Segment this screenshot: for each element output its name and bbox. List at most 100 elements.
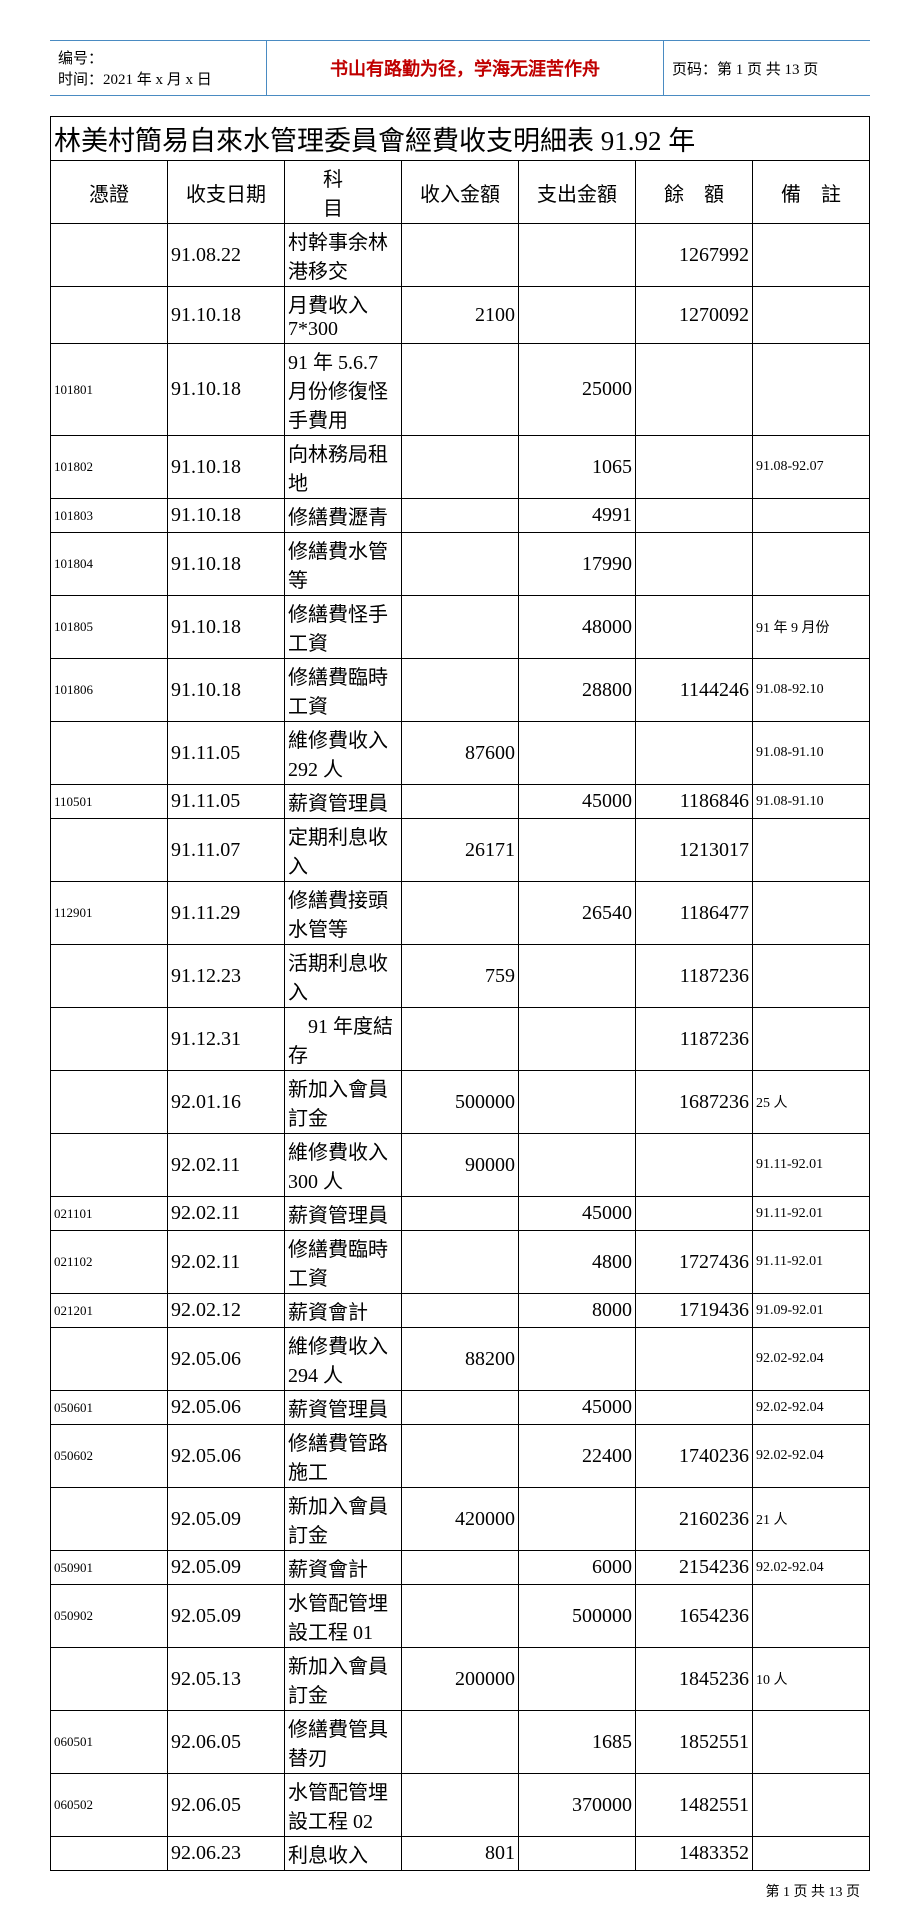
cell-voucher: 050901 bbox=[51, 1551, 168, 1585]
col-expense: 支出金額 bbox=[519, 161, 636, 224]
table-header-row: 憑證 收支日期 科 目 收入金額 支出金額 餘 額 備 註 bbox=[51, 161, 870, 224]
cell-balance bbox=[636, 596, 753, 659]
cell-note bbox=[753, 533, 870, 596]
cell-balance bbox=[636, 436, 753, 499]
cell-date: 91.10.18 bbox=[168, 344, 285, 436]
cell-balance: 1186477 bbox=[636, 882, 753, 945]
cell-income: 420000 bbox=[402, 1488, 519, 1551]
cell-income bbox=[402, 499, 519, 533]
cell-voucher bbox=[51, 287, 168, 344]
cell-date: 91.12.31 bbox=[168, 1008, 285, 1071]
cell-subject: 薪資會計 bbox=[285, 1294, 402, 1328]
cell-subject: 月費收入 7*300 bbox=[285, 287, 402, 344]
cell-date: 91.10.18 bbox=[168, 659, 285, 722]
cell-balance bbox=[636, 1197, 753, 1231]
cell-balance: 1483352 bbox=[636, 1837, 753, 1871]
cell-expense: 28800 bbox=[519, 659, 636, 722]
cell-note: 91.08-91.10 bbox=[753, 785, 870, 819]
cell-voucher: 021201 bbox=[51, 1294, 168, 1328]
cell-balance: 1186846 bbox=[636, 785, 753, 819]
cell-voucher bbox=[51, 1134, 168, 1197]
cell-balance: 2154236 bbox=[636, 1551, 753, 1585]
cell-date: 92.05.06 bbox=[168, 1425, 285, 1488]
cell-voucher bbox=[51, 224, 168, 287]
cell-income: 500000 bbox=[402, 1071, 519, 1134]
cell-date: 91.11.07 bbox=[168, 819, 285, 882]
cell-note bbox=[753, 1711, 870, 1774]
cell-note: 92.02-92.04 bbox=[753, 1328, 870, 1391]
cell-expense: 25000 bbox=[519, 344, 636, 436]
cell-voucher: 112901 bbox=[51, 882, 168, 945]
table-row: 91.11.05維修費收入 292 人8760091.08-91.10 bbox=[51, 722, 870, 785]
cell-voucher bbox=[51, 1837, 168, 1871]
cell-subject: 修繕費管路施工 bbox=[285, 1425, 402, 1488]
cell-subject: 新加入會員訂金 bbox=[285, 1648, 402, 1711]
cell-date: 92.02.11 bbox=[168, 1197, 285, 1231]
table-row: 92.05.06維修費收入 294 人8820092.02-92.04 bbox=[51, 1328, 870, 1391]
cell-income bbox=[402, 344, 519, 436]
cell-income bbox=[402, 436, 519, 499]
table-row: 91.12.23活期利息收入7591187236 bbox=[51, 945, 870, 1008]
cell-voucher: 101806 bbox=[51, 659, 168, 722]
cell-balance bbox=[636, 1391, 753, 1425]
cell-date: 91.08.22 bbox=[168, 224, 285, 287]
cell-balance bbox=[636, 722, 753, 785]
table-row: 92.06.23利息收入8011483352 bbox=[51, 1837, 870, 1871]
cell-voucher bbox=[51, 1071, 168, 1134]
cell-date: 91.10.18 bbox=[168, 596, 285, 659]
cell-voucher: 021101 bbox=[51, 1197, 168, 1231]
cell-expense bbox=[519, 945, 636, 1008]
cell-income bbox=[402, 882, 519, 945]
ledger-table: 林美村簡易自來水管理委員會經費收支明細表 91.92 年 憑證 收支日期 科 目… bbox=[50, 116, 870, 1871]
cell-voucher bbox=[51, 1648, 168, 1711]
cell-note bbox=[753, 287, 870, 344]
cell-subject: 定期利息收入 bbox=[285, 819, 402, 882]
cell-subject: 水管配管埋設工程 01 bbox=[285, 1585, 402, 1648]
cell-income bbox=[402, 1551, 519, 1585]
table-row: 10180291.10.18向林務局租地106591.08-92.07 bbox=[51, 436, 870, 499]
cell-expense bbox=[519, 1134, 636, 1197]
cell-expense: 45000 bbox=[519, 785, 636, 819]
col-income: 收入金額 bbox=[402, 161, 519, 224]
cell-note bbox=[753, 1774, 870, 1837]
cell-note bbox=[753, 499, 870, 533]
cell-expense bbox=[519, 1328, 636, 1391]
cell-note bbox=[753, 1837, 870, 1871]
table-row: 10180191.10.1891 年 5.6.7 月份修復怪手費用25000 bbox=[51, 344, 870, 436]
cell-voucher: 101805 bbox=[51, 596, 168, 659]
cell-voucher: 101801 bbox=[51, 344, 168, 436]
cell-note: 92.02-92.04 bbox=[753, 1551, 870, 1585]
table-row: 11050191.11.05薪資管理員45000118684691.08-91.… bbox=[51, 785, 870, 819]
cell-income: 801 bbox=[402, 1837, 519, 1871]
cell-voucher: 060502 bbox=[51, 1774, 168, 1837]
cell-expense: 370000 bbox=[519, 1774, 636, 1837]
cell-date: 91.11.05 bbox=[168, 785, 285, 819]
table-row: 05090292.05.09水管配管埋設工程 015000001654236 bbox=[51, 1585, 870, 1648]
cell-note bbox=[753, 1008, 870, 1071]
cell-note bbox=[753, 819, 870, 882]
cell-subject: 維修費收入 294 人 bbox=[285, 1328, 402, 1391]
table-row: 92.02.11維修費收入 300 人9000091.11-92.01 bbox=[51, 1134, 870, 1197]
cell-date: 91.11.05 bbox=[168, 722, 285, 785]
cell-note: 91.08-92.07 bbox=[753, 436, 870, 499]
cell-voucher: 101802 bbox=[51, 436, 168, 499]
cell-subject: 向林務局租地 bbox=[285, 436, 402, 499]
cell-balance: 1267992 bbox=[636, 224, 753, 287]
cell-balance bbox=[636, 499, 753, 533]
cell-voucher: 101803 bbox=[51, 499, 168, 533]
table-row: 05090192.05.09薪資會計6000215423692.02-92.04 bbox=[51, 1551, 870, 1585]
cell-income: 88200 bbox=[402, 1328, 519, 1391]
cell-subject: 修繕費臨時工資 bbox=[285, 659, 402, 722]
table-row: 91.08.22村幹事余林港移交1267992 bbox=[51, 224, 870, 287]
cell-subject: 維修費收入 300 人 bbox=[285, 1134, 402, 1197]
table-row: 92.05.13新加入會員訂金200000184523610 人 bbox=[51, 1648, 870, 1711]
cell-date: 92.05.06 bbox=[168, 1391, 285, 1425]
cell-expense: 6000 bbox=[519, 1551, 636, 1585]
cell-subject: 水管配管埋設工程 02 bbox=[285, 1774, 402, 1837]
cell-income bbox=[402, 659, 519, 722]
cell-expense: 26540 bbox=[519, 882, 636, 945]
table-row: 06050292.06.05水管配管埋設工程 023700001482551 bbox=[51, 1774, 870, 1837]
cell-income bbox=[402, 533, 519, 596]
cell-voucher bbox=[51, 945, 168, 1008]
cell-expense: 48000 bbox=[519, 596, 636, 659]
